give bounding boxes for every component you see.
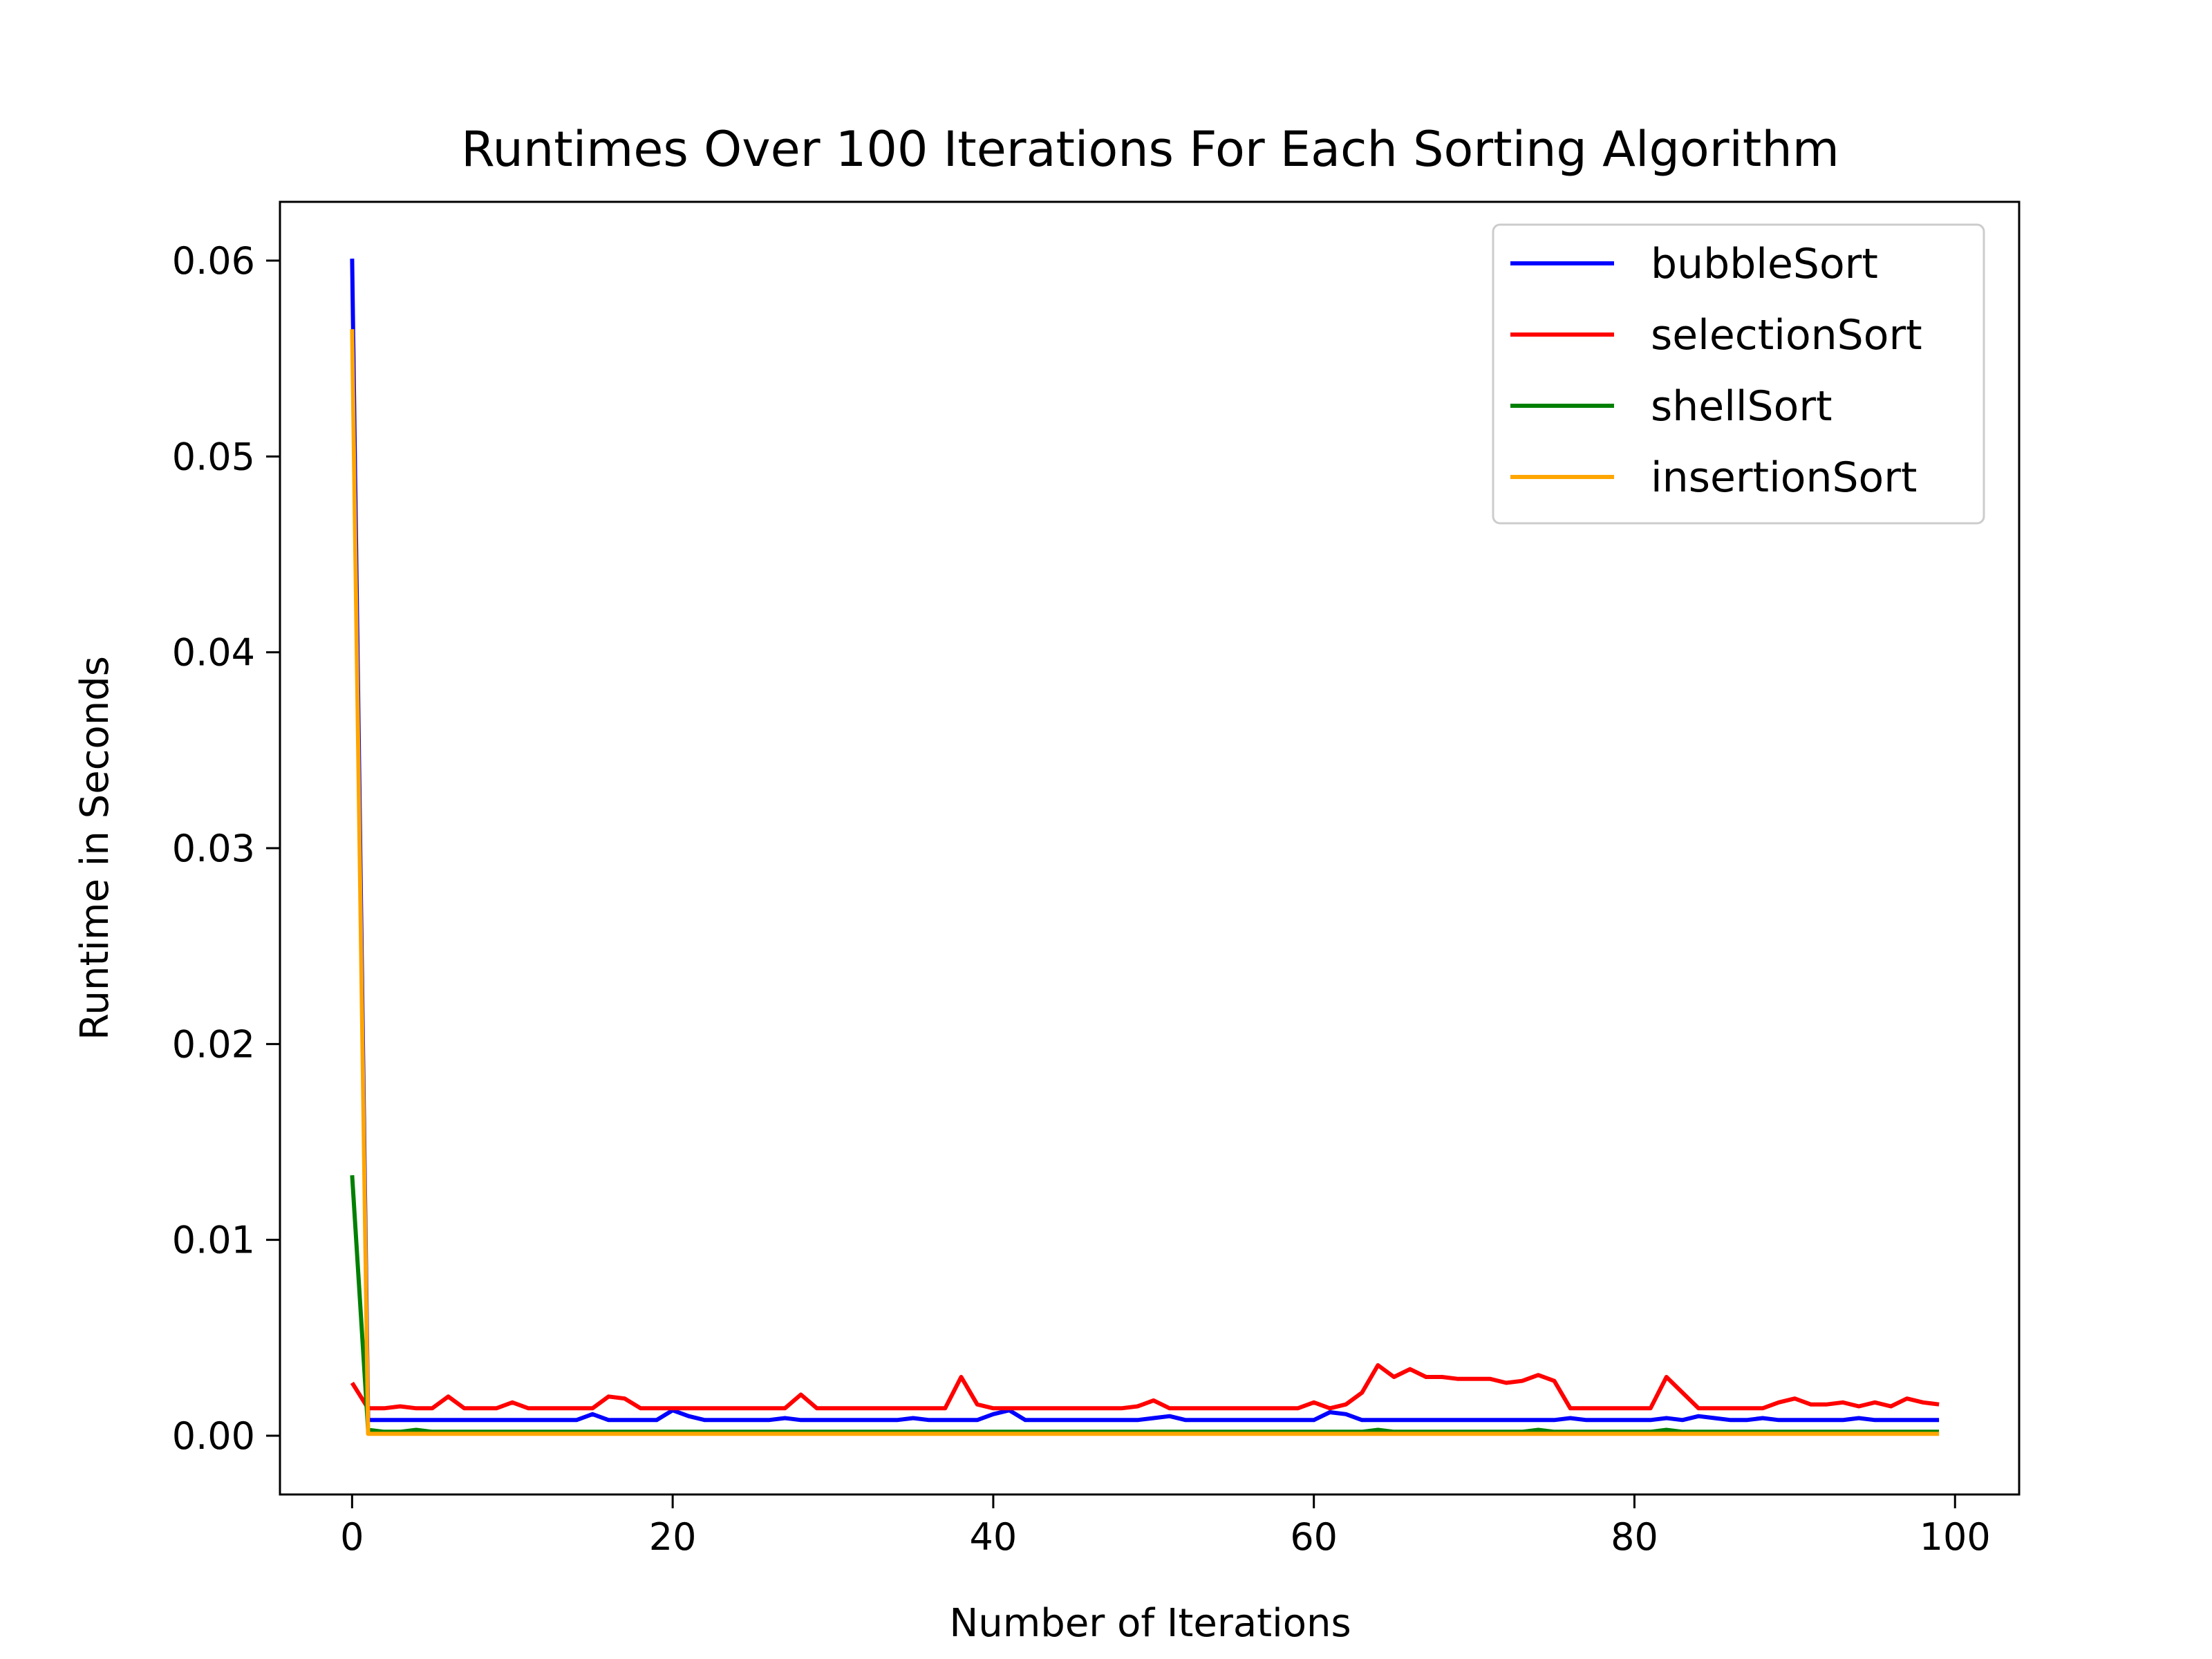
legend: bubbleSort selectionSort shellSort insertio… bbox=[1492, 223, 1985, 525]
x-tick-label: 60 bbox=[1290, 1515, 1338, 1559]
x-ticks: 0 20 40 60 80 100 bbox=[340, 1494, 1991, 1559]
x-axis-label: Number of Iterations bbox=[949, 1601, 1351, 1646]
legend-label-selectionSort: selectionSort bbox=[1651, 311, 1922, 359]
x-tick-label: 20 bbox=[649, 1515, 697, 1559]
y-tick-label: 0.00 bbox=[172, 1414, 255, 1458]
y-tick-label: 0.06 bbox=[172, 239, 255, 283]
legend-label-shellSort: shellSort bbox=[1651, 382, 1833, 431]
series-layer bbox=[350, 259, 1940, 1436]
y-ticks: 0.00 0.01 0.02 0.03 0.04 0.05 0.06 bbox=[172, 239, 280, 1458]
series-line-selectionSort bbox=[350, 1363, 1940, 1411]
x-tick-label: 40 bbox=[970, 1515, 1018, 1559]
legend-label-bubbleSort: bubbleSort bbox=[1651, 240, 1878, 288]
legend-label-insertionSort: insertionSort bbox=[1651, 453, 1917, 502]
y-tick-label: 0.03 bbox=[172, 827, 255, 870]
y-axis-label: Runtime in Seconds bbox=[73, 656, 118, 1040]
legend-box bbox=[1492, 223, 1985, 525]
chart-title: Runtimes Over 100 Iterations For Each So… bbox=[461, 121, 1839, 178]
x-tick-label: 100 bbox=[1920, 1515, 1991, 1559]
x-tick-label: 0 bbox=[340, 1515, 364, 1559]
series-line-insertionSort bbox=[350, 329, 1940, 1436]
series-line-bubbleSort bbox=[350, 259, 1940, 1423]
y-tick-label: 0.01 bbox=[172, 1219, 255, 1262]
y-tick-label: 0.04 bbox=[172, 631, 255, 675]
y-tick-label: 0.05 bbox=[172, 435, 255, 478]
y-tick-label: 0.02 bbox=[172, 1022, 255, 1066]
x-tick-label: 80 bbox=[1611, 1515, 1658, 1559]
